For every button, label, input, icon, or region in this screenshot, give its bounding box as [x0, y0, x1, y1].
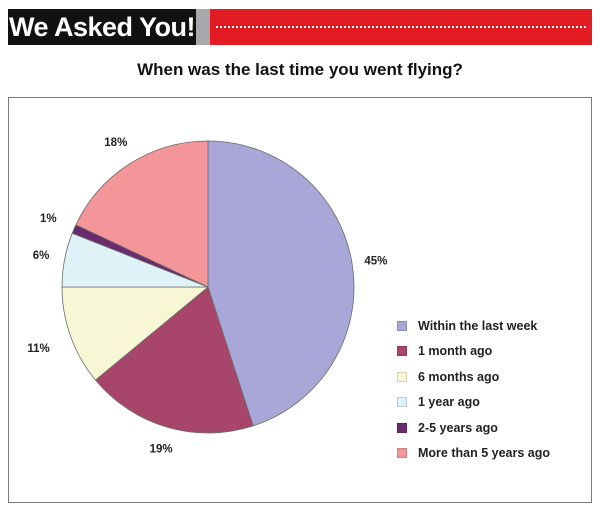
legend-label-3: 6 months ago: [418, 369, 500, 384]
legend-item-4: 1 year ago: [397, 390, 597, 416]
pie-value-label-5: 1%: [40, 213, 57, 225]
legend-swatch-3: [397, 371, 407, 382]
chart-title: When was the last time you went flying?: [137, 60, 463, 79]
legend-item-3: 6 months ago: [397, 364, 597, 390]
legend-item-5: 2-5 years ago: [397, 415, 597, 441]
banner-title-block: We Asked You!: [8, 9, 196, 45]
chart-frame: 45% 19% 11% 6% 1% 18% Within the last week 1 m…: [8, 97, 592, 503]
legend-swatch-2: [397, 346, 407, 357]
legend-label-4: 1 year ago: [418, 395, 480, 410]
pie-value-label-2: 19%: [150, 443, 173, 455]
legend-swatch-4: [397, 397, 407, 408]
pie-value-label-4: 6%: [33, 250, 50, 262]
legend-label-5: 2-5 years ago: [418, 420, 498, 435]
legend-swatch-5: [397, 422, 407, 433]
pie-slice-6: [75, 140, 209, 288]
legend-item-6: More than 5 years ago: [397, 441, 597, 467]
legend-swatch-1: [397, 320, 407, 331]
pie-slice-2: [94, 286, 254, 434]
legend-item-2: 1 month ago: [397, 339, 597, 365]
pie-value-label-3: 11%: [27, 343, 49, 355]
chart-legend: Within the last week 1 month ago 6 months …: [397, 313, 597, 466]
legend-swatch-6: [397, 448, 407, 459]
legend-label-1: Within the last week: [418, 318, 538, 333]
banner-dotted-line: [216, 26, 586, 28]
banner-separator: [196, 9, 210, 45]
banner: We Asked You!: [0, 0, 600, 48]
pie-value-label-1: 45%: [364, 255, 387, 267]
legend-label-2: 1 month ago: [418, 344, 493, 359]
legend-item-1: Within the last week: [397, 313, 597, 339]
pie-slice-3: [61, 286, 210, 381]
pie-value-label-6: 18%: [104, 137, 127, 149]
banner-red-bar: [210, 9, 592, 45]
pie-chart: 45% 19% 11% 6% 1% 18%: [27, 137, 387, 455]
pie-slice-1: [207, 140, 355, 427]
legend-label-6: More than 5 years ago: [418, 446, 550, 461]
banner-title: We Asked You!: [8, 12, 196, 42]
